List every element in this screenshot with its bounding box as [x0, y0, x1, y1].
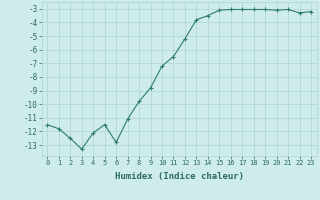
X-axis label: Humidex (Indice chaleur): Humidex (Indice chaleur)	[115, 172, 244, 181]
